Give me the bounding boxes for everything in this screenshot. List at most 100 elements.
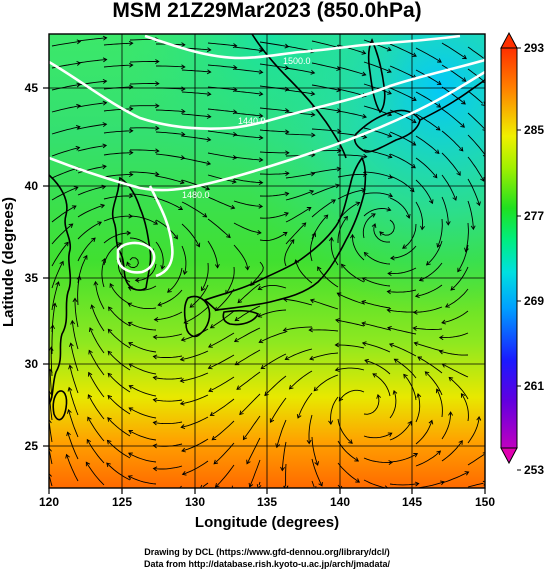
streamline-arrowhead [152,397,158,403]
streamline [181,245,187,275]
streamline-arrowhead [260,364,266,370]
streamline-arrowhead [49,419,52,424]
streamline [439,332,469,339]
streamline [87,416,105,442]
streamline [363,394,380,415]
streamline [51,167,80,179]
streamline-arrowhead [294,259,299,264]
streamline [155,131,185,135]
streamline [215,464,235,488]
streamline [225,266,235,295]
streamline [107,395,131,415]
streamline-arrowhead [282,231,288,237]
streamline [156,87,185,90]
streamline-arrowhead [107,394,113,400]
colorbar-top-arrow [500,31,518,49]
streamline [89,327,105,354]
streamline-arrowhead [128,40,134,46]
streamline [259,192,289,197]
streamline-arrowhead [66,431,71,437]
streamline-arrowhead [155,81,160,86]
streamline-arrowhead [393,358,399,364]
streamline [389,483,419,486]
streamline [364,252,391,265]
streamline-arrowhead [209,411,215,416]
streamline [441,152,461,176]
coastline-shikoku [222,309,260,326]
streamline-arrowhead [155,59,160,64]
streamline [276,419,287,448]
streamline-arrowhead [102,35,108,41]
streamline-arrowhead [152,420,158,426]
streamline [311,458,323,487]
streamline [67,432,79,460]
streamline [361,300,391,309]
streamline [233,200,263,207]
streamline [259,63,289,69]
streamline [260,353,287,369]
streamline-arrowhead [414,481,420,487]
streamline [181,91,211,95]
streamline-arrowhead [417,356,423,361]
streamline-arrowhead [376,393,382,399]
streamline [180,350,209,361]
contour-1440 [49,58,485,130]
streamline [74,298,79,328]
streamline-arrowhead [152,375,158,381]
streamline-arrowhead [386,46,392,52]
streamline-arrowhead [214,263,220,269]
streamline-arrowhead [290,238,295,244]
streamline-arrowhead [282,327,288,333]
streamline [234,305,261,321]
streamline-arrowhead [225,289,230,295]
streamline-arrowhead [160,264,166,270]
streamline-arrowhead [49,447,52,452]
y-axis-label: Latitude (degrees) [0,197,17,327]
streamline-arrowhead [180,424,186,430]
streamline [363,192,393,197]
streamline-arrowhead [354,457,360,462]
streamline-arrowhead [206,114,212,119]
streamline [389,131,416,146]
streamline-arrowhead [288,384,294,390]
streamline [337,418,353,444]
streamline [441,130,464,152]
streamline [103,232,131,244]
streamline-arrowhead [180,86,186,92]
streamline [424,371,443,396]
streamline [103,215,133,222]
x-tick-125: 125 [112,495,132,509]
streamline-arrowhead [476,416,482,421]
streamline-arrowhead [392,389,398,395]
streamline-arrowhead [189,303,195,308]
colorbar-tick-253: 253 [524,463,544,477]
streamline-arrowhead [208,343,213,348]
streamline-arrowhead [155,125,160,131]
streamline [337,292,365,305]
streamline-arrowhead [101,184,107,190]
streamline [77,237,96,262]
streamline [181,223,200,247]
streamline-arrowhead [362,153,368,159]
streamline-arrowhead [310,91,316,97]
contour-low [116,241,156,274]
streamline-arrowhead [334,367,340,372]
streamline [153,333,183,338]
streamline [259,151,289,154]
streamline-arrowhead [90,304,95,310]
streamline-arrowhead [407,420,412,426]
streamline [70,343,79,372]
streamline-arrowhead [128,193,134,199]
streamline [467,454,485,466]
streamline-arrowhead [386,206,392,212]
streamline-arrowhead [232,131,238,137]
streamline-arrowhead [234,360,240,366]
streamline [259,212,289,219]
streamline [233,156,263,161]
streamline [441,174,457,201]
streamline [448,377,469,400]
streamline-arrowhead [438,349,444,355]
streamline-arrowhead [126,230,132,236]
streamline-arrowhead [153,317,159,322]
